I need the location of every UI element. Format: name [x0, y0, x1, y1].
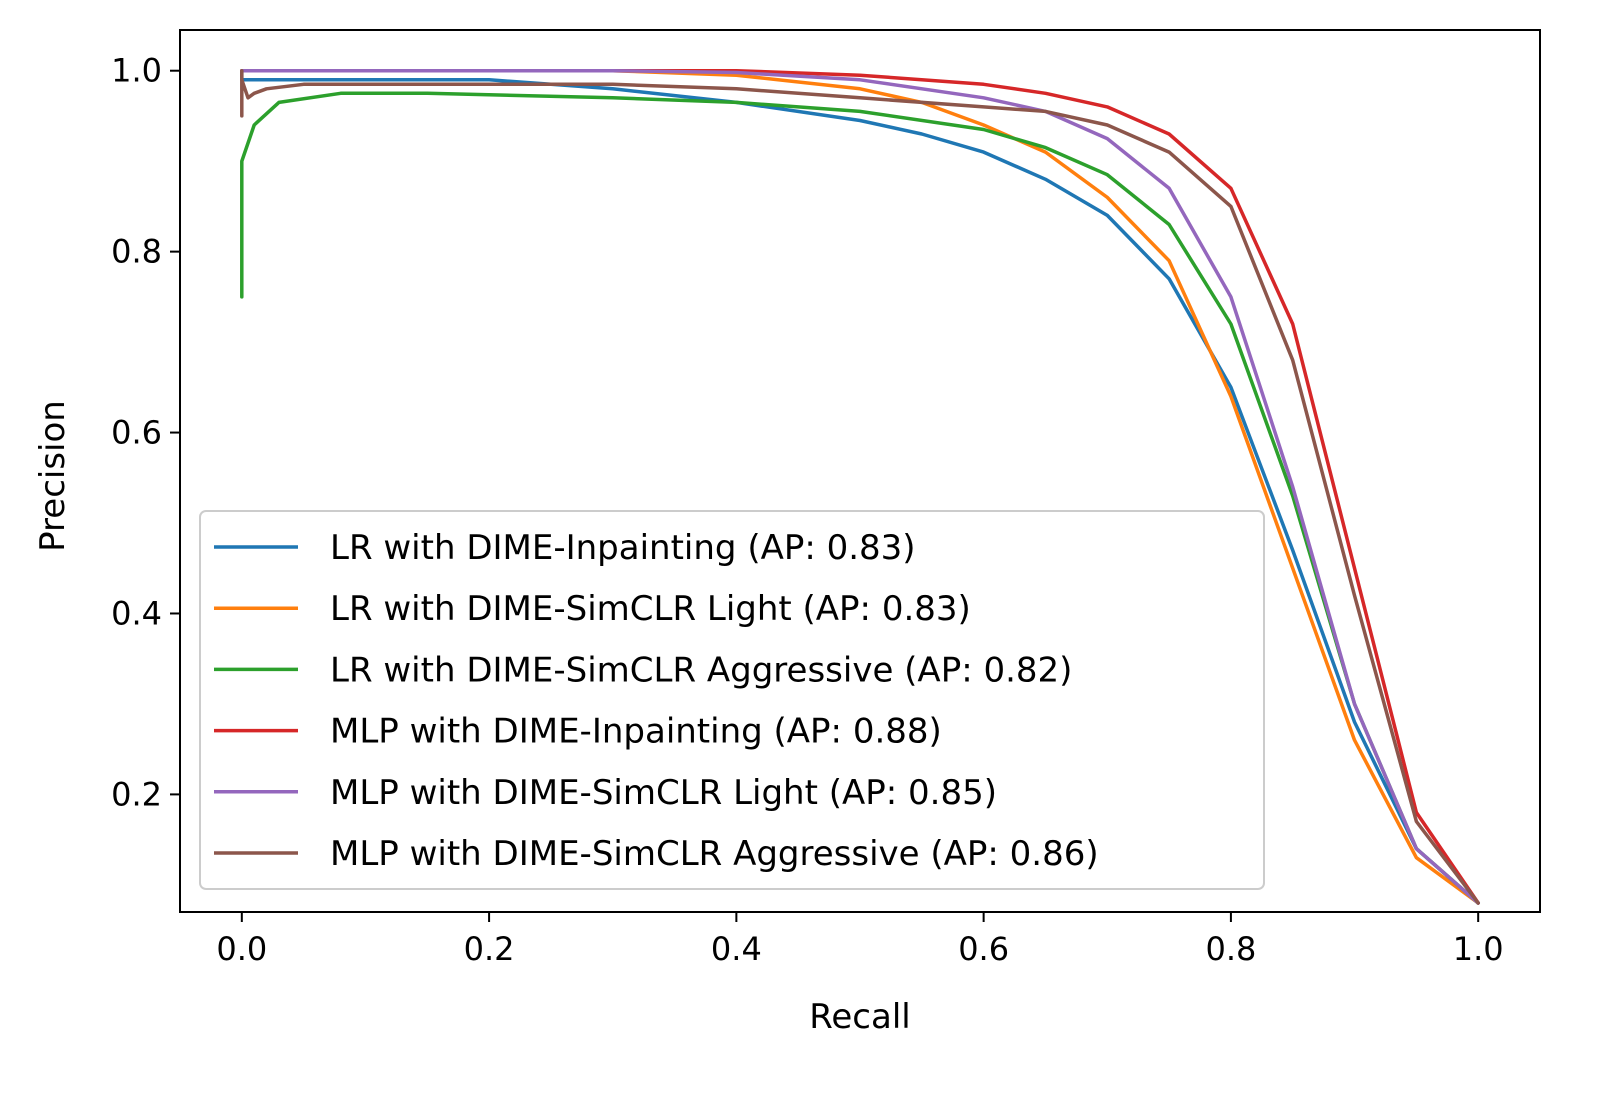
legend-box: [199, 510, 1265, 890]
series-line-0: [240, 68, 1480, 905]
legend: LR with DIME-Inpainting (AP: 0.83) LR wit…: [199, 510, 1265, 890]
x-tick-label: 0.8: [1205, 930, 1256, 968]
x-tick-label: 0.4: [711, 930, 762, 968]
series-line-2: [240, 91, 1480, 905]
y-tick-label: 1.0: [111, 52, 162, 90]
x-tick-label: 0.6: [958, 930, 1009, 968]
series-layer: [240, 68, 1480, 905]
x-tick-label: 0.0: [216, 930, 267, 968]
y-tick-label: 0.6: [111, 414, 162, 452]
y-axis-label: Precision: [33, 400, 73, 552]
series-line-5: [240, 68, 1480, 905]
legend-label-2: LR with DIME-SimCLR Aggressive (AP: 0.82…: [330, 650, 1072, 690]
legend-label-5: MLP with DIME-SimCLR Aggressive (AP: 0.8…: [330, 834, 1099, 874]
legend-label-3: MLP with DIME-Inpainting (AP: 0.88): [330, 712, 942, 752]
y-tick-label: 0.4: [111, 594, 162, 632]
plot-frame: [179, 29, 1541, 913]
x-tick-label: 0.2: [464, 930, 515, 968]
x-axis-ticks: 0.0 0.2 0.4 0.6 0.8 1.0: [216, 912, 1504, 968]
y-tick-label: 0.8: [111, 233, 162, 271]
y-axis-ticks: 0.2 0.4 0.6 0.8 1.0: [111, 52, 180, 813]
legend-label-1: LR with DIME-SimCLR Light (AP: 0.83): [330, 589, 971, 629]
legend-label-4: MLP with DIME-SimCLR Light (AP: 0.85): [330, 773, 997, 813]
y-tick-label: 0.2: [111, 775, 162, 813]
x-axis-label: Recall: [809, 997, 910, 1037]
legend-label-0: LR with DIME-Inpainting (AP: 0.83): [330, 528, 916, 568]
x-tick-label: 1.0: [1453, 930, 1504, 968]
